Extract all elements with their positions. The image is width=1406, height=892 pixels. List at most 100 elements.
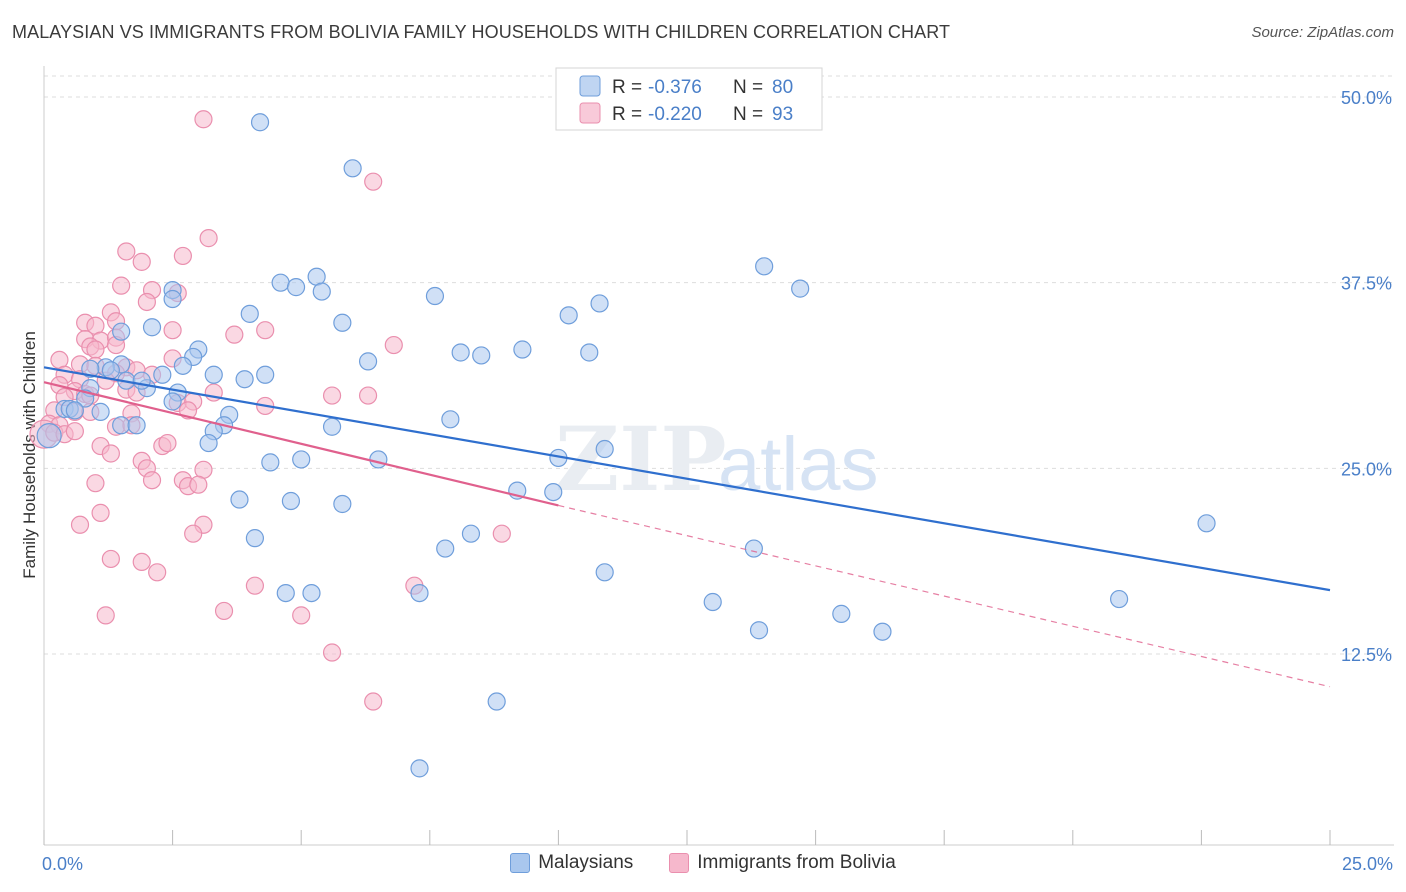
point-malaysians-70 bbox=[302, 584, 321, 603]
point-bolivia-87 bbox=[364, 692, 383, 711]
point-bolivia-73 bbox=[91, 503, 110, 522]
point-malaysians-52 bbox=[36, 423, 62, 449]
point-malaysians-4 bbox=[271, 273, 290, 292]
point-bolivia-60 bbox=[65, 422, 84, 441]
point-malaysians-67 bbox=[744, 539, 763, 558]
point-malaysians-31 bbox=[256, 365, 275, 384]
point-bolivia-79 bbox=[132, 552, 151, 572]
point-malaysians-43 bbox=[91, 402, 110, 421]
point-bolivia-64 bbox=[158, 433, 177, 453]
grid-lines bbox=[44, 75, 1394, 655]
point-malaysians-35 bbox=[132, 371, 151, 390]
point-malaysians-65 bbox=[245, 529, 265, 548]
legend-label-immigrants-from-bolivia: Immigrants from Bolivia bbox=[697, 852, 896, 873]
point-bolivia-78 bbox=[101, 549, 120, 569]
legend-item-immigrants-from-bolivia[interactable]: Immigrants from Bolivia bbox=[669, 852, 896, 874]
trend-lines bbox=[43, 366, 1331, 688]
point-malaysians-78 bbox=[410, 759, 429, 778]
point-bolivia-9 bbox=[137, 292, 156, 312]
point-bolivia-72 bbox=[189, 475, 208, 494]
correlation-legend: R = -0.376 N = 80 R = -0.220 N = 93 bbox=[555, 67, 823, 131]
point-malaysians-51 bbox=[199, 433, 218, 453]
point-malaysians-27 bbox=[81, 359, 100, 378]
watermark-zip: ZIP bbox=[555, 407, 727, 511]
point-bolivia-1 bbox=[364, 172, 383, 191]
point-malaysians-22 bbox=[358, 352, 378, 371]
point-bolivia-21 bbox=[86, 340, 105, 359]
point-bolivia-4 bbox=[173, 246, 192, 266]
point-malaysians-49 bbox=[322, 417, 342, 436]
point-malaysians-19 bbox=[472, 346, 491, 365]
point-malaysians-10 bbox=[425, 286, 445, 306]
point-malaysians-24 bbox=[173, 356, 192, 375]
y-tick-label-3: 50.0% bbox=[1341, 88, 1392, 108]
point-malaysians-32 bbox=[235, 370, 254, 389]
point-malaysians-76 bbox=[873, 622, 892, 641]
legend-n-label-0: N = bbox=[733, 77, 763, 98]
point-malaysians-69 bbox=[276, 584, 295, 603]
legend-r-value-0: -0.376 bbox=[648, 77, 702, 98]
trend-line-malaysians bbox=[43, 366, 1331, 592]
tick-labels: 12.5% 25.0% 37.5% 50.0% 0.0% 25.0% bbox=[42, 88, 1393, 874]
y-tick-label-2: 37.5% bbox=[1341, 274, 1392, 294]
point-malaysians-7 bbox=[312, 282, 331, 301]
point-malaysians-59 bbox=[544, 482, 563, 502]
point-bolivia-6 bbox=[112, 276, 131, 295]
point-bolivia-14 bbox=[163, 321, 182, 340]
legend-swatch-pink bbox=[579, 102, 601, 124]
point-bolivia-2 bbox=[199, 229, 218, 248]
series-malaysians bbox=[36, 113, 1216, 778]
axes bbox=[43, 66, 1394, 846]
x-tick-label-min: 0.0% bbox=[42, 854, 83, 874]
point-bolivia-15 bbox=[256, 321, 275, 340]
point-malaysians-53 bbox=[595, 439, 614, 459]
point-bolivia-62 bbox=[101, 444, 120, 463]
point-malaysians-3 bbox=[791, 279, 810, 298]
point-malaysians-28 bbox=[101, 361, 120, 380]
point-malaysians-66 bbox=[436, 539, 455, 558]
point-malaysians-47 bbox=[127, 416, 146, 435]
legend-label-malaysians: Malaysians bbox=[538, 852, 634, 873]
point-malaysians-71 bbox=[410, 584, 429, 603]
point-bolivia-0 bbox=[194, 110, 213, 129]
legend-swatch-pink bbox=[669, 853, 690, 873]
legend-item-malaysians[interactable]: Malaysians bbox=[510, 852, 633, 874]
point-bolivia-81 bbox=[245, 576, 265, 595]
point-bolivia-80 bbox=[148, 563, 167, 582]
legend-r-label-1: R = bbox=[612, 104, 642, 125]
point-malaysians-14 bbox=[333, 313, 352, 332]
point-bolivia-83 bbox=[214, 601, 234, 621]
trend-line-bolivia-extrapolated bbox=[558, 504, 1331, 688]
point-malaysians-30 bbox=[204, 365, 223, 384]
point-malaysians-42 bbox=[65, 401, 84, 420]
point-bolivia-77 bbox=[492, 524, 511, 543]
point-malaysians-72 bbox=[703, 592, 722, 612]
point-malaysians-39 bbox=[76, 389, 95, 408]
point-malaysians-5 bbox=[286, 278, 306, 297]
point-malaysians-21 bbox=[580, 343, 599, 362]
point-malaysians-1 bbox=[343, 159, 362, 178]
point-malaysians-75 bbox=[749, 621, 769, 640]
watermark-atlas: atlas bbox=[718, 422, 879, 507]
point-malaysians-0 bbox=[250, 113, 270, 132]
point-malaysians-64 bbox=[1197, 514, 1216, 533]
point-bolivia-70 bbox=[86, 474, 105, 493]
point-malaysians-55 bbox=[369, 450, 388, 469]
point-malaysians-57 bbox=[292, 450, 311, 469]
point-bolivia-68 bbox=[142, 471, 162, 490]
point-bolivia-84 bbox=[96, 606, 115, 625]
point-malaysians-62 bbox=[333, 494, 352, 514]
legend-swatch-blue bbox=[579, 75, 601, 97]
point-malaysians-13 bbox=[240, 304, 259, 323]
point-malaysians-15 bbox=[142, 318, 162, 337]
legend-n-value-1: 93 bbox=[772, 104, 793, 125]
point-malaysians-12 bbox=[559, 306, 578, 325]
point-malaysians-20 bbox=[513, 340, 532, 359]
source-credit: Source: ZipAtlas.com bbox=[1251, 24, 1394, 41]
point-malaysians-77 bbox=[487, 692, 506, 711]
point-bolivia-44 bbox=[358, 386, 378, 405]
y-tick-label-0: 12.5% bbox=[1341, 645, 1392, 665]
point-malaysians-63 bbox=[461, 524, 481, 543]
